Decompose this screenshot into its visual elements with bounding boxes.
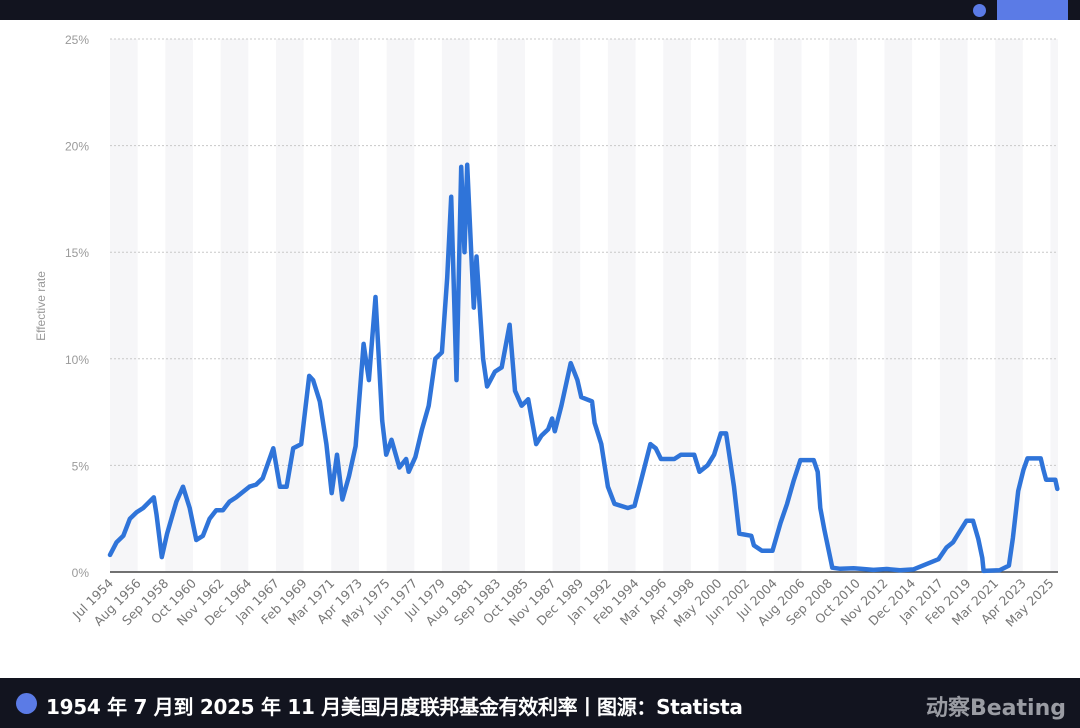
line-chart: 0% 5% 10% 15% 20% 25% Effective rate Jul 1954… [34, 33, 1060, 630]
y-tick-label: 20% [65, 140, 89, 154]
y-tick-label: 15% [65, 246, 89, 260]
background-stripe [220, 39, 249, 572]
background-stripe [386, 39, 415, 572]
background-stripe [939, 39, 968, 572]
background-stripe [497, 39, 525, 572]
y-tick-label: 5% [72, 459, 90, 473]
background-stripe [1050, 39, 1058, 572]
background-stripe [773, 39, 802, 572]
background-stripe [607, 39, 636, 572]
footer-bar: 1954 年 7 月到 2025 年 11 月美国月度联邦基金有效利率丨图源：S… [0, 678, 1080, 728]
background-stripe [663, 39, 691, 572]
top-bar [0, 0, 1080, 20]
series-line [107, 162, 1060, 574]
y-tick-label: 10% [65, 353, 89, 367]
bullet-icon [16, 693, 37, 714]
background-stripes [110, 39, 1058, 572]
background-stripe [829, 39, 857, 572]
gridlines [110, 38, 1058, 466]
y-tick-label: 25% [65, 33, 89, 47]
dot-icon [973, 4, 986, 17]
background-stripe [165, 39, 193, 572]
y-axis-ticks: 0% 5% 10% 15% 20% 25% [65, 33, 89, 580]
accent-block [997, 0, 1068, 20]
y-axis-label: Effective rate [34, 271, 48, 341]
logo: 动察Beating [925, 696, 1066, 721]
background-stripe [552, 39, 581, 572]
y-tick-label: 0% [72, 566, 90, 580]
background-stripe [110, 39, 138, 572]
background-stripe [884, 39, 913, 572]
caption: 1954 年 7 月到 2025 年 11 月美国月度联邦基金有效利率丨图源：S… [46, 695, 743, 719]
background-stripe [275, 39, 304, 572]
